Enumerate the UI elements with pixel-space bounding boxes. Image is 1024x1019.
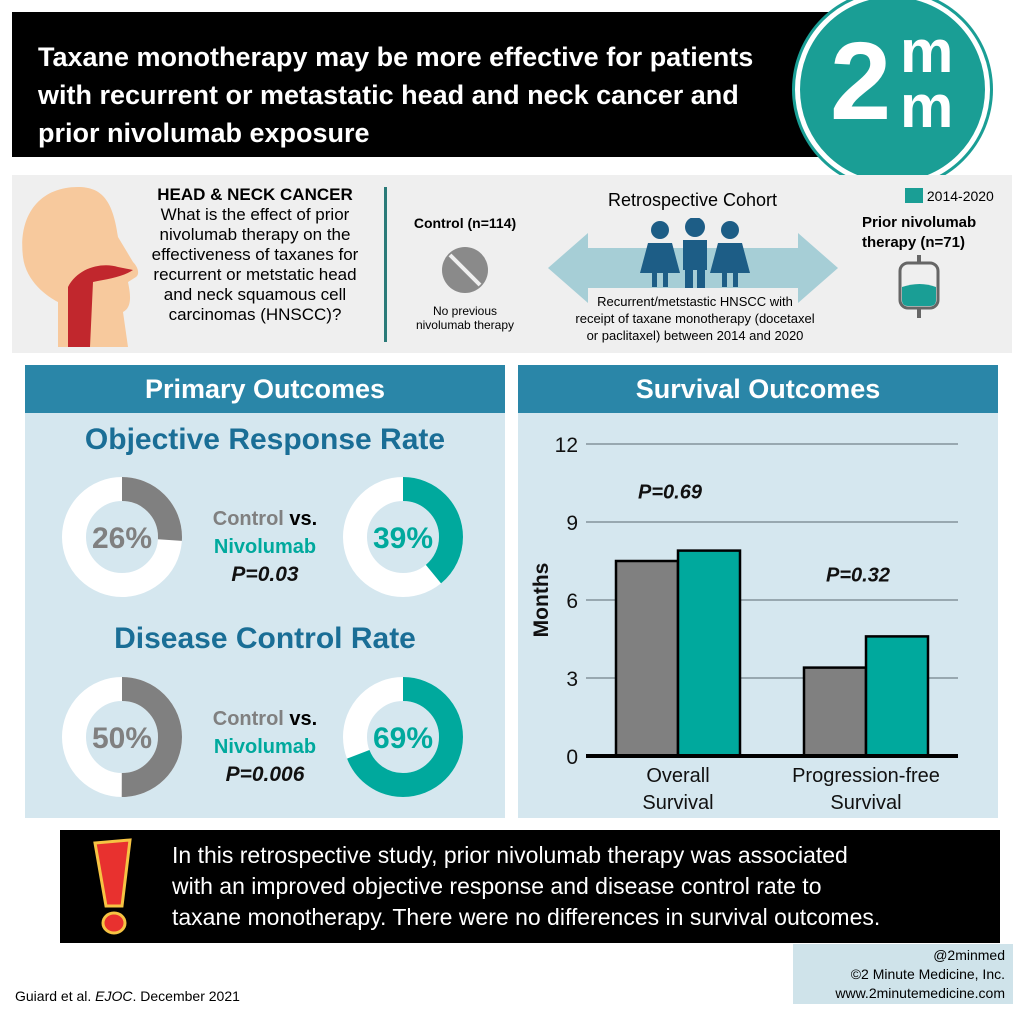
conclusion-line: with an improved objective response and … bbox=[172, 873, 822, 899]
y-tick-label: 0 bbox=[566, 746, 578, 769]
dcr-title: Disease Control Rate bbox=[114, 622, 416, 655]
x-tick-label: Overall bbox=[646, 765, 709, 787]
donut-charts: 26% 39% 50% 69% bbox=[62, 477, 463, 797]
citation-journal: EJOC bbox=[95, 988, 133, 1004]
citation: Guiard et al. EJOC. December 2021 bbox=[15, 988, 240, 1004]
question-line: nivolumab therapy on the bbox=[159, 225, 351, 244]
nivo-label: therapy bbox=[862, 234, 917, 251]
vs-word: vs. bbox=[283, 508, 318, 530]
citation-authors: Guiard et al. bbox=[15, 988, 96, 1004]
study-question: HEAD & NECK CANCER What is the effect of… bbox=[140, 185, 370, 325]
2mm-logo: 2 m m bbox=[795, 0, 990, 187]
twitter-handle[interactable]: @2minmed bbox=[933, 947, 1005, 963]
dcr-nivo-donut-arc bbox=[343, 677, 463, 797]
divider bbox=[384, 187, 387, 342]
panel-title: Survival Outcomes bbox=[518, 365, 998, 413]
title-line: with recurrent or metastatic head and ne… bbox=[38, 80, 739, 110]
head-profile-icon bbox=[22, 187, 139, 347]
control-group: Control (n=114) No previous nivolumab th… bbox=[400, 215, 530, 332]
dcr-legend: Control vs. Nivolumab P=0.006 bbox=[200, 705, 330, 789]
control-word: Control bbox=[212, 708, 284, 730]
dcr-control-donut-label: 50% bbox=[92, 722, 152, 755]
primary-outcomes-panel: Primary Outcomes Objective Response Rate… bbox=[25, 365, 505, 818]
exclamation-icon bbox=[93, 838, 132, 935]
dcr-control-donut-arc bbox=[62, 677, 182, 797]
dcr-nivo-donut-label: 69% bbox=[373, 722, 433, 755]
date-range: 2014-2020 bbox=[905, 188, 994, 204]
title-line: Taxane monotherapy may be more effective… bbox=[38, 42, 754, 72]
control-desc: nivolumab therapy bbox=[415, 318, 515, 332]
y-axis-label: Months bbox=[530, 563, 553, 638]
no-pill-icon bbox=[442, 247, 488, 293]
question-heading: HEAD & NECK CANCER bbox=[157, 185, 353, 204]
study-summary bbox=[12, 175, 1012, 353]
title-line: prior nivolumab exposure bbox=[38, 118, 370, 148]
orr-nivo-donut-label: 39% bbox=[373, 522, 433, 555]
survival-bar-chart: 0 3 6 9 12 Months Overall Survival P=0.69 Progres… bbox=[530, 434, 958, 814]
y-tick-label: 3 bbox=[566, 668, 578, 691]
iv-bag-icon bbox=[898, 255, 940, 318]
nivo-word: Nivolumab bbox=[213, 736, 317, 758]
cohort-desc-line: or paclitaxel) between 2014 and 2020 bbox=[586, 328, 804, 343]
orr-control-donut-label: 26% bbox=[92, 522, 152, 555]
years-text: 2014-2020 bbox=[926, 188, 994, 204]
y-tick-label: 12 bbox=[555, 434, 578, 457]
website-link[interactable]: www.2minutemedicine.com bbox=[835, 985, 1005, 1001]
orr-title: Objective Response Rate bbox=[84, 423, 446, 456]
bar bbox=[802, 666, 868, 758]
cohort-description: Recurrent/metstastic HNSCC with receipt … bbox=[555, 293, 835, 344]
question-line: effectiveness of taxanes for bbox=[151, 245, 359, 264]
credits-box: @2minmed ©2 Minute Medicine, Inc. www.2m… bbox=[793, 944, 1013, 1004]
orr-nivo-donut-arc bbox=[343, 477, 463, 597]
conclusion-line: In this retrospective study, prior nivol… bbox=[172, 842, 848, 868]
question-line: What is the effect of prior bbox=[160, 205, 350, 224]
question-line: carcinomas (HNSCC)? bbox=[168, 305, 342, 324]
cohort-title: Retrospective Cohort bbox=[607, 190, 778, 210]
cohort-desc-line: Recurrent/metstastic HNSCC with bbox=[597, 294, 793, 309]
control-n: (n=114) bbox=[467, 215, 517, 231]
bar bbox=[614, 559, 680, 758]
cohort-desc-line: receipt of taxane monotherapy (docetaxel bbox=[575, 311, 815, 326]
panel-title: Primary Outcomes bbox=[25, 365, 505, 413]
x-tick-label: Progression-free bbox=[792, 765, 940, 787]
conclusion-box: In this retrospective study, prior nivol… bbox=[60, 830, 1000, 943]
question-line: recurrent or metstatic head bbox=[153, 265, 357, 284]
citation-date: . December 2021 bbox=[132, 988, 240, 1004]
y-tick-label: 9 bbox=[566, 512, 578, 535]
y-tick-label: 6 bbox=[566, 590, 578, 613]
control-label: Control bbox=[413, 215, 464, 231]
vs-word: vs. bbox=[283, 708, 318, 730]
control-desc: No previous bbox=[432, 304, 498, 318]
nivo-group: Prior nivolumab therapy (n=71) bbox=[862, 213, 987, 253]
control-word: Control bbox=[212, 508, 284, 530]
orr-control-donut-arc bbox=[62, 477, 182, 597]
p-value-annotation: P=0.32 bbox=[826, 564, 890, 586]
x-tick-label: Survival bbox=[642, 792, 713, 814]
nivo-n: (n=71) bbox=[920, 234, 965, 251]
calendar-icon bbox=[905, 188, 923, 203]
survival-outcomes-panel: Survival Outcomes 0 3 6 9 12 Months Overall Sur… bbox=[518, 365, 998, 818]
nivo-label: Prior nivolumab bbox=[862, 214, 977, 231]
dcr-p-value: P=0.006 bbox=[225, 763, 305, 786]
p-value-annotation: P=0.69 bbox=[638, 482, 703, 504]
conclusion-line: taxane monotherapy. There were no differ… bbox=[172, 904, 881, 930]
copyright: ©2 Minute Medicine, Inc. bbox=[850, 966, 1005, 982]
bar bbox=[864, 635, 930, 758]
question-line: and neck squamous cell bbox=[163, 285, 347, 304]
orr-legend: Control vs. Nivolumab P=0.03 bbox=[200, 505, 330, 589]
people-icon bbox=[640, 218, 750, 288]
x-tick-label: Survival bbox=[830, 792, 901, 814]
orr-p-value: P=0.03 bbox=[231, 563, 299, 586]
bar bbox=[676, 549, 742, 758]
nivo-word: Nivolumab bbox=[213, 536, 317, 558]
title-banner: Taxane monotherapy may be more effective… bbox=[12, 12, 892, 157]
